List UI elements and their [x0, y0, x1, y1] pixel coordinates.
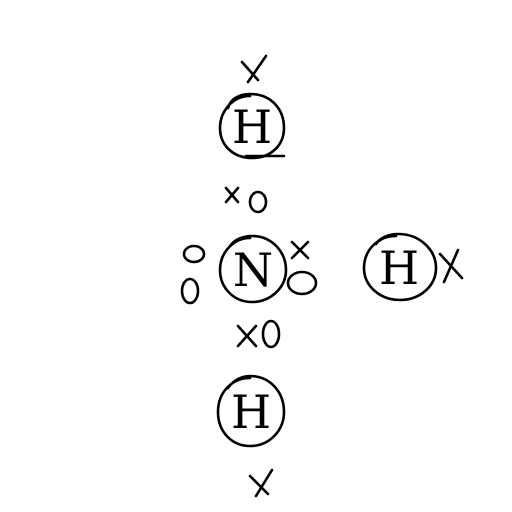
- atom-symbol: H: [379, 241, 419, 295]
- atom-circle: [362, 232, 438, 302]
- electron-cross: [224, 186, 240, 204]
- bond-pair-top: [224, 186, 268, 214]
- electron-dot: [286, 270, 318, 296]
- atom-circle: [216, 374, 286, 448]
- lone-pair-left: [180, 244, 206, 305]
- atom-symbol: N: [233, 243, 273, 297]
- atom-n-center: N: [218, 234, 288, 304]
- bond-pair-bottom: [236, 319, 281, 349]
- atom-symbol: H: [232, 100, 272, 154]
- electron-cross: [438, 248, 464, 284]
- electron-dot: [182, 244, 206, 264]
- electron-cross: [248, 468, 274, 498]
- bond-pair-right: [286, 240, 318, 296]
- atom-circle: [218, 234, 288, 304]
- electron-cross: [290, 240, 310, 260]
- atom-h-right: H: [362, 232, 438, 302]
- atom-symbol: H: [231, 385, 271, 439]
- atom-h-top: H: [218, 92, 286, 160]
- atom-h-bottom: H: [216, 374, 286, 448]
- electron-cross: [236, 324, 258, 348]
- electron-cross: [240, 54, 268, 84]
- electron-dot: [248, 190, 268, 214]
- electron-dot: [180, 277, 200, 305]
- atom-circle: [218, 92, 286, 160]
- electron-dot: [261, 319, 281, 349]
